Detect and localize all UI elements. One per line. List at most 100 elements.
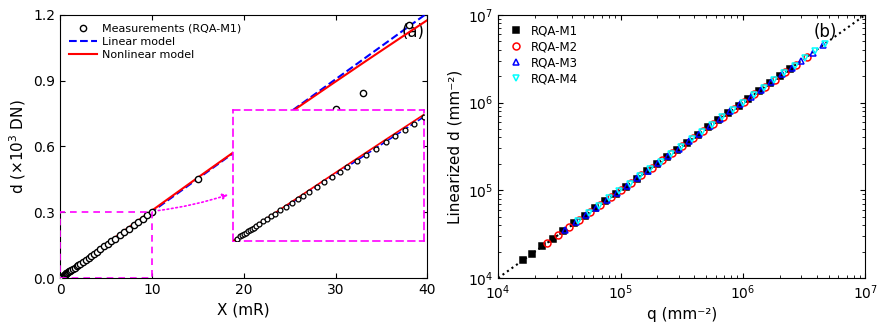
Measurements (RQA-M1) bbox=[96, 247, 106, 251]
RQA-M3 bbox=[590, 206, 601, 210]
Nonlinear model bbox=[55, 276, 65, 280]
RQA-M4 bbox=[645, 167, 656, 171]
RQA-M3 bbox=[643, 169, 653, 173]
Measurements (RQA-M1) bbox=[63, 270, 73, 274]
Measurements (RQA-M1) bbox=[114, 233, 125, 237]
RQA-M2 bbox=[564, 225, 574, 229]
RQA-M2 bbox=[749, 92, 759, 96]
RQA-M2 bbox=[677, 144, 688, 148]
Measurements (RQA-M1) bbox=[65, 268, 76, 272]
RQA-M1 bbox=[784, 67, 795, 71]
X-axis label: q (mm⁻²): q (mm⁻²) bbox=[647, 307, 717, 322]
RQA-M3 bbox=[673, 146, 684, 150]
RQA-M4 bbox=[625, 182, 635, 186]
Measurements (RQA-M1) bbox=[119, 230, 130, 234]
Measurements (RQA-M1) bbox=[60, 272, 71, 276]
RQA-M1 bbox=[642, 169, 652, 173]
Text: (a): (a) bbox=[402, 23, 425, 41]
RQA-M4 bbox=[810, 49, 820, 53]
Measurements (RQA-M1) bbox=[67, 267, 78, 271]
RQA-M1 bbox=[537, 244, 548, 248]
RQA-M2 bbox=[636, 173, 647, 177]
RQA-M4 bbox=[583, 211, 594, 215]
RQA-M2 bbox=[728, 107, 739, 111]
RQA-M1 bbox=[693, 133, 704, 137]
Measurements (RQA-M1) bbox=[88, 252, 99, 256]
RQA-M1 bbox=[754, 89, 765, 93]
RQA-M4 bbox=[604, 196, 615, 200]
Measurements (RQA-M1) bbox=[62, 271, 73, 275]
RQA-M1 bbox=[631, 177, 642, 181]
Measurements (RQA-M1) bbox=[147, 210, 158, 214]
RQA-M1 bbox=[580, 214, 590, 218]
Nonlinear model bbox=[348, 68, 358, 72]
RQA-M2 bbox=[605, 195, 616, 199]
Measurements (RQA-M1) bbox=[58, 273, 69, 277]
RQA-M4 bbox=[655, 160, 666, 164]
Text: (b): (b) bbox=[814, 23, 837, 41]
RQA-M3 bbox=[601, 198, 612, 202]
RQA-M2 bbox=[708, 122, 719, 126]
RQA-M3 bbox=[735, 103, 745, 107]
RQA-M4 bbox=[738, 101, 749, 105]
RQA-M2 bbox=[688, 137, 698, 140]
RQA-M3 bbox=[612, 191, 622, 195]
RQA-M3 bbox=[694, 132, 704, 136]
RQA-M2 bbox=[697, 129, 708, 133]
RQA-M3 bbox=[663, 154, 673, 158]
Legend: Measurements (RQA-M1), Linear model, Nonlinear model: Measurements (RQA-M1), Linear model, Non… bbox=[65, 20, 245, 63]
RQA-M3 bbox=[787, 65, 797, 69]
Measurements (RQA-M1) bbox=[86, 254, 96, 258]
RQA-M4 bbox=[594, 204, 604, 208]
RQA-M3 bbox=[581, 213, 591, 217]
RQA-M3 bbox=[756, 88, 766, 92]
Nonlinear model bbox=[92, 248, 103, 252]
RQA-M1 bbox=[765, 82, 775, 86]
RQA-M2 bbox=[553, 233, 564, 237]
Nonlinear model bbox=[204, 168, 214, 172]
Linear model bbox=[422, 11, 433, 15]
Linear model bbox=[342, 69, 352, 73]
RQA-M2 bbox=[718, 115, 728, 119]
RQA-M1 bbox=[703, 125, 713, 129]
Nonlinear model bbox=[342, 72, 352, 76]
Measurements (RQA-M1) bbox=[78, 260, 88, 264]
RQA-M4 bbox=[749, 93, 759, 97]
RQA-M2 bbox=[739, 100, 750, 104]
Linear model bbox=[307, 94, 318, 98]
Measurements (RQA-M1) bbox=[75, 262, 86, 266]
RQA-M2 bbox=[542, 241, 552, 245]
RQA-M1 bbox=[662, 155, 673, 159]
RQA-M1 bbox=[734, 104, 744, 108]
RQA-M1 bbox=[569, 221, 580, 225]
RQA-M4 bbox=[758, 86, 769, 89]
Measurements (RQA-M1) bbox=[72, 264, 82, 268]
RQA-M1 bbox=[611, 192, 621, 196]
RQA-M3 bbox=[818, 43, 828, 47]
RQA-M4 bbox=[799, 56, 810, 60]
Measurements (RQA-M1) bbox=[57, 275, 67, 279]
Measurements (RQA-M1) bbox=[238, 164, 249, 167]
Measurements (RQA-M1) bbox=[128, 223, 139, 227]
RQA-M1 bbox=[713, 118, 724, 122]
Line: RQA-M1: RQA-M1 bbox=[519, 66, 793, 264]
Measurements (RQA-M1) bbox=[61, 271, 72, 275]
Line: RQA-M2: RQA-M2 bbox=[543, 54, 810, 247]
RQA-M4 bbox=[779, 71, 789, 75]
RQA-M4 bbox=[820, 41, 831, 45]
Measurements (RQA-M1) bbox=[284, 136, 295, 139]
Measurements (RQA-M1) bbox=[65, 269, 75, 273]
Measurements (RQA-M1) bbox=[64, 269, 74, 273]
Measurements (RQA-M1) bbox=[110, 237, 120, 240]
RQA-M1 bbox=[672, 148, 682, 152]
Line: Measurements (RQA-M1): Measurements (RQA-M1) bbox=[58, 22, 412, 280]
Line: RQA-M3: RQA-M3 bbox=[561, 42, 827, 234]
Line: Nonlinear model: Nonlinear model bbox=[60, 20, 427, 278]
RQA-M3 bbox=[632, 176, 643, 180]
Measurements (RQA-M1) bbox=[73, 263, 84, 267]
RQA-M2 bbox=[595, 203, 605, 207]
RQA-M3 bbox=[570, 220, 581, 224]
RQA-M1 bbox=[527, 252, 537, 256]
RQA-M4 bbox=[686, 138, 696, 141]
RQA-M2 bbox=[584, 211, 595, 215]
